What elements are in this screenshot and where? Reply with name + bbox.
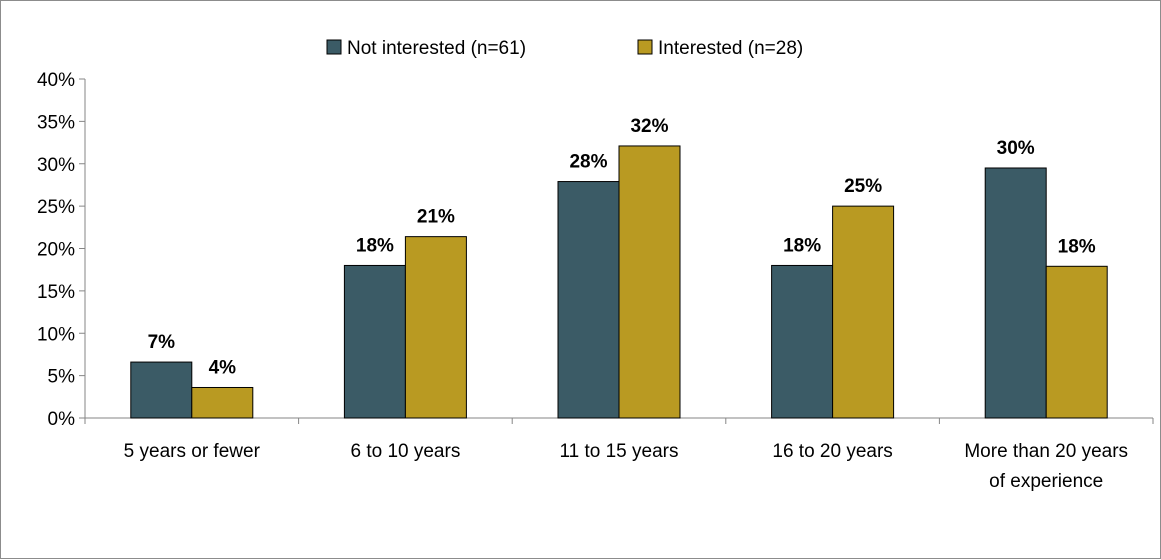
x-category-label: More than 20 years of experience [964,441,1128,492]
legend-swatch-1 [326,39,342,55]
legend-swatch-2 [637,39,653,55]
bar-series-1 [771,264,834,419]
bar-series-1 [557,181,620,419]
y-tick-label: 35% [37,112,75,133]
x-category-label: 16 to 20 years [772,441,892,462]
x-category-label: 5 years or fewer [124,441,261,462]
data-label-series-2: 4% [209,357,237,378]
bar-series-2 [191,386,254,419]
legend-label-1: Not interested (n=61) [347,38,526,59]
x-category-label: 6 to 10 years [350,441,460,462]
legend: Not interested (n=61) Interested (n=28) [326,38,803,59]
y-tick-label: 40% [37,70,75,91]
bar-series-2 [1045,265,1108,419]
y-axis: 0% 5% 10% 15% 20% 25% 30% 35% 40% [37,70,86,430]
y-tick-label: 20% [37,240,75,261]
bar-series-1 [984,167,1047,419]
data-label-series-2: 25% [844,176,882,197]
y-tick-label: 15% [37,282,75,303]
bars [130,145,1108,419]
y-tick-label: 25% [37,197,75,218]
data-label-series-1: 7% [148,332,176,353]
bar-series-1 [343,264,406,419]
legend-label-2: Interested (n=28) [658,38,803,59]
data-label-series-2: 32% [630,116,668,137]
y-tick-label: 0% [48,409,76,430]
y-tick-label: 5% [48,367,76,388]
data-label-series-1: 28% [569,152,607,173]
data-label-series-1: 18% [356,235,394,256]
x-category-label: 11 to 15 years [559,441,678,462]
data-label-series-1: 30% [997,138,1035,159]
bar-series-2 [618,145,681,419]
bar-series-1 [130,361,193,419]
y-tick-label: 30% [37,155,75,176]
bar-series-2 [832,205,895,419]
bar-series-2 [404,236,467,419]
data-labels: 7% 4% 18% 21% 28% 32% 18% 25% 30% 18% [148,116,1096,379]
data-label-series-2: 18% [1058,236,1096,257]
y-tick-label: 10% [37,324,75,345]
data-label-series-2: 21% [417,207,455,228]
x-axis: 5 years or fewer 6 to 10 years 11 to 15 ye… [84,417,1154,492]
data-label-series-1: 18% [783,235,821,256]
